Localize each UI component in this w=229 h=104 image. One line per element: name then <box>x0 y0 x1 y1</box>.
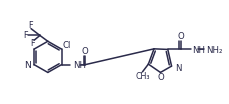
Text: NH: NH <box>73 61 86 70</box>
Text: N: N <box>175 64 181 73</box>
Text: F: F <box>23 31 27 40</box>
Text: F: F <box>29 21 33 30</box>
Text: F: F <box>30 39 35 48</box>
Text: O: O <box>177 32 183 41</box>
Text: N: N <box>24 61 31 70</box>
Text: NH: NH <box>192 46 205 55</box>
Text: NH₂: NH₂ <box>205 46 222 55</box>
Text: O: O <box>156 73 163 82</box>
Text: Cl: Cl <box>62 41 71 50</box>
Text: CH₃: CH₃ <box>135 72 149 81</box>
Text: O: O <box>82 48 88 56</box>
